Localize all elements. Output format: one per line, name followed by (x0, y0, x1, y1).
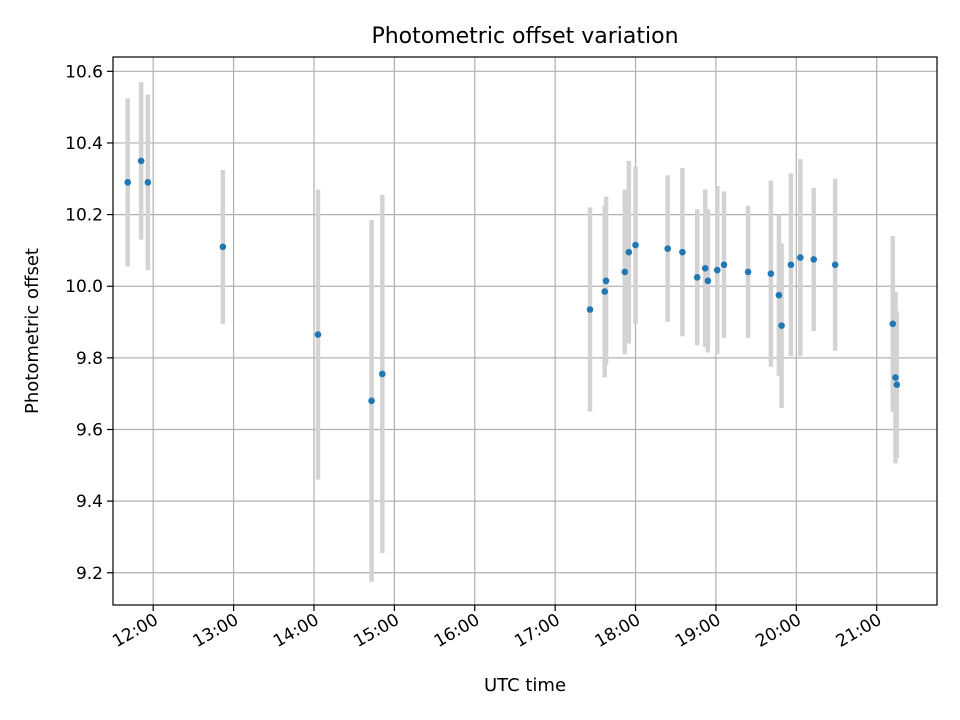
y-axis-ticks: 9.2 9.4 9.6 9.8 10.0 10.2 10.4 10.6 (65, 62, 113, 584)
data-point (124, 179, 132, 186)
data-point (314, 331, 322, 338)
data-point (720, 261, 728, 269)
data-point (713, 266, 721, 274)
y-tick-label: 9.4 (76, 492, 103, 512)
x-tick-label: 20:00 (752, 610, 804, 652)
data-point (625, 248, 633, 256)
chart-title: Photometric offset variation (371, 24, 678, 49)
data-point (831, 261, 839, 269)
data-point (664, 245, 671, 252)
x-tick-label: 17:00 (511, 610, 563, 652)
data-points (124, 157, 901, 405)
y-tick-label: 9.6 (76, 420, 103, 440)
data-point (775, 291, 783, 299)
grid (113, 57, 937, 605)
data-point (778, 322, 785, 329)
data-point (679, 248, 686, 256)
x-tick-label: 15:00 (350, 610, 402, 652)
y-tick-label: 9.2 (76, 564, 103, 584)
data-point (889, 320, 897, 328)
y-tick-label: 10.2 (65, 206, 103, 226)
data-point (893, 381, 901, 389)
y-tick-label: 10.6 (65, 62, 103, 82)
y-tick-label: 10.0 (65, 277, 103, 297)
data-point (744, 268, 752, 276)
x-tick-label: 19:00 (672, 610, 724, 652)
x-tick-label: 12:00 (109, 610, 161, 652)
data-point (144, 179, 152, 186)
data-point (704, 277, 712, 285)
x-axis-label: UTC time (484, 675, 566, 696)
x-tick-label: 14:00 (270, 610, 322, 652)
plot-frame (112, 56, 938, 606)
data-point (632, 241, 639, 249)
x-tick-label: 13:00 (190, 610, 242, 652)
data-point (621, 268, 629, 276)
y-tick-label: 9.8 (76, 349, 103, 369)
data-point (787, 261, 795, 269)
y-axis-label: Photometric offset (22, 248, 43, 414)
data-point (586, 306, 594, 313)
data-point (379, 370, 386, 378)
data-point (797, 254, 804, 261)
x-axis-ticks: 12:00 13:00 14:00 15:00 16:00 17:00 18:00 19:00… (109, 605, 885, 652)
data-point (810, 256, 818, 263)
data-point (701, 265, 709, 272)
data-point (137, 157, 145, 165)
x-tick-label: 18:00 (592, 610, 644, 652)
data-point (219, 243, 227, 251)
data-point (892, 374, 899, 381)
data-point (368, 397, 375, 405)
error-bars (125, 82, 900, 582)
data-point (767, 270, 775, 277)
data-point (601, 288, 609, 295)
x-tick-label: 21:00 (833, 610, 885, 652)
y-tick-label: 10.4 (65, 134, 103, 154)
x-tick-label: 16:00 (431, 610, 483, 652)
data-point (693, 273, 701, 281)
data-point (602, 277, 610, 285)
